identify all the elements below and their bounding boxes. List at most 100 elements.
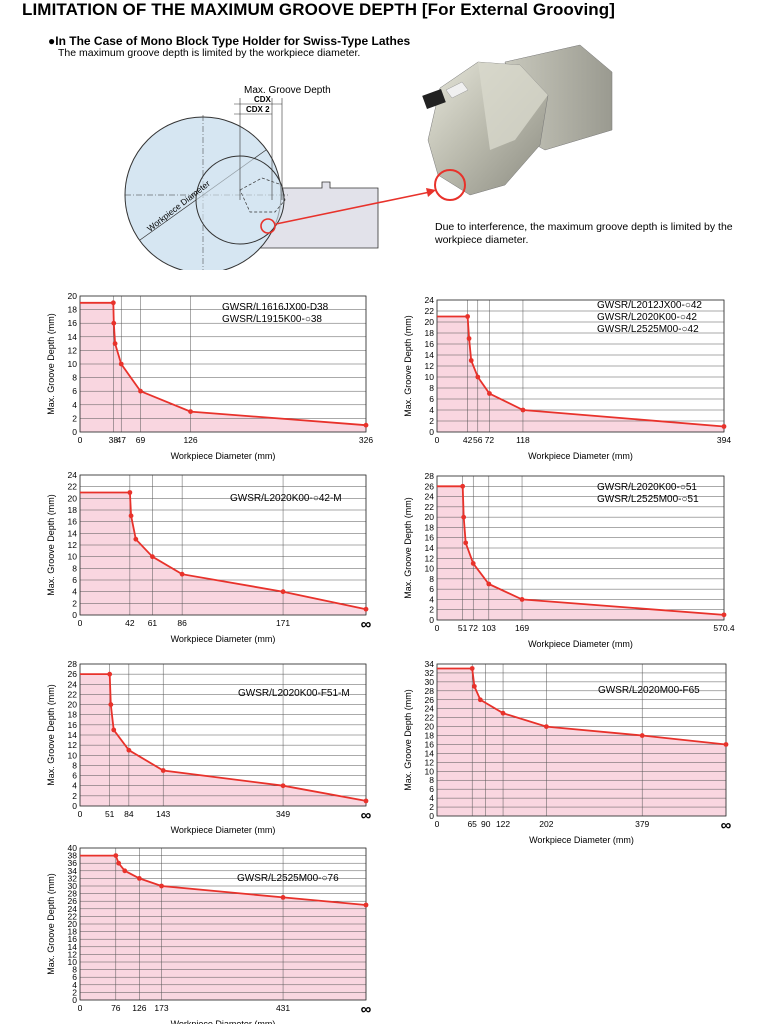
x-tick-label: 72 [485, 435, 495, 445]
data-point [118, 361, 124, 367]
data-point [465, 314, 470, 319]
x-tick-label: 202 [539, 819, 553, 829]
data-point [188, 409, 193, 414]
y-tick-label: 2 [72, 987, 77, 997]
y-tick-label: 34 [68, 866, 78, 876]
data-point [108, 702, 114, 707]
data-point [111, 727, 117, 733]
y-tick-label: 6 [429, 784, 434, 794]
y-tick-label: 22 [425, 502, 435, 512]
y-tick-label: 20 [68, 919, 78, 929]
y-tick-label: 6 [72, 575, 77, 585]
x-tick-label: 0 [78, 618, 83, 628]
legend-entry: GWSR/L2020M00-F65 [598, 685, 700, 696]
y-tick-label: 32 [425, 668, 435, 678]
y-tick-label: 8 [72, 373, 77, 383]
y-tick-label: 8 [72, 965, 77, 975]
x-axis-label: Workpiece Diameter (mm) [171, 451, 276, 461]
y-tick-label: 16 [68, 934, 78, 944]
data-point [463, 540, 469, 546]
y-tick-label: 16 [425, 739, 435, 749]
area-fill [437, 316, 724, 432]
y-tick-label: 14 [68, 528, 78, 538]
y-tick-label: 6 [72, 386, 77, 396]
y-tick-label: 20 [425, 722, 435, 732]
callout-arrow [275, 191, 431, 225]
plot-frame [79, 295, 367, 433]
y-tick-label: 26 [68, 896, 78, 906]
y-tick-label: 0 [72, 995, 77, 1005]
data-point [127, 490, 133, 495]
y-tick-label: 10 [425, 564, 435, 574]
x-axis-label: Workpiece Diameter (mm) [528, 451, 633, 461]
y-tick-label: 10 [68, 957, 78, 967]
x-axis-label: Workpiece Diameter (mm) [529, 835, 634, 845]
legend-entry: GWSR/L2020K00-F51-M [238, 688, 350, 699]
data-point [500, 710, 506, 716]
series-line [80, 301, 367, 427]
y-tick-label: 28 [68, 659, 78, 669]
x-axis-label: Workpiece Diameter (mm) [528, 639, 633, 649]
x-tick-label: 0 [435, 623, 440, 633]
data-point [519, 597, 525, 602]
y-tick-label: 18 [68, 710, 78, 720]
y-tick-label: 8 [72, 760, 77, 770]
y-tick-label: 18 [425, 328, 435, 338]
y-axis-label: Max. Groove Depth (mm) [46, 873, 56, 975]
x-tick-label: 431 [276, 1003, 290, 1013]
data-point [113, 853, 119, 858]
y-tick-label: 26 [425, 695, 435, 705]
y-tick-label: 12 [425, 553, 435, 563]
y-tick-label: 24 [425, 704, 435, 714]
data-point [723, 742, 729, 747]
y-axis-label: Max. Groove Depth (mm) [46, 684, 56, 786]
data-point [470, 561, 476, 566]
y-tick-label: 24 [68, 470, 78, 480]
data-point [280, 783, 286, 789]
y-tick-label: 0 [72, 610, 77, 620]
y-tick-label: 2 [429, 802, 434, 812]
x-tick-label: 122 [496, 819, 510, 829]
x-tick-label: 570.4 [713, 623, 735, 633]
y-tick-label: 8 [72, 563, 77, 573]
cdx2-label: CDX 2 [246, 105, 270, 114]
y-tick-label: 24 [68, 904, 78, 914]
data-point [520, 407, 526, 413]
plot-frame [436, 663, 727, 817]
x-tick-label: 0 [435, 435, 440, 445]
y-tick-label: 36 [68, 858, 78, 868]
y-tick-label: 22 [425, 713, 435, 723]
y-axis-label: Max. Groove Depth (mm) [403, 315, 413, 417]
y-tick-label: 16 [68, 318, 78, 328]
y-tick-label: 22 [68, 482, 78, 492]
data-point [721, 612, 727, 618]
area-fill [80, 492, 366, 615]
x-tick-label: 379 [635, 819, 649, 829]
data-point [475, 374, 481, 380]
x-tick-label: 326 [359, 435, 373, 445]
x-tick-label: 69 [136, 435, 146, 445]
x-tick-label: 38 [109, 435, 119, 445]
plot-frame [79, 847, 367, 1001]
data-point [471, 683, 477, 689]
interference-caption: Due to interference, the maximum groove … [435, 221, 733, 246]
area-fill [80, 855, 366, 1000]
x-tick-label: 171 [276, 618, 290, 628]
y-tick-label: 4 [429, 405, 434, 415]
x-tick-label: ∞ [361, 1001, 372, 1018]
y-axis-label: Max. Groove Depth (mm) [46, 494, 56, 596]
x-tick-label: 173 [154, 1003, 168, 1013]
data-point [363, 798, 369, 804]
y-tick-label: 0 [429, 427, 434, 437]
y-tick-label: 16 [425, 339, 435, 349]
data-point [639, 733, 645, 738]
max-groove-label: Max. Groove Depth [244, 85, 331, 96]
legend-entry: GWSR/L2525M00-○76 [237, 873, 339, 884]
y-tick-label: 14 [425, 748, 435, 758]
data-point [466, 336, 472, 341]
area-fill [437, 486, 724, 620]
x-tick-label: 61 [148, 618, 158, 628]
series-line [437, 315, 725, 428]
y-tick-label: 20 [425, 317, 435, 327]
data-point [363, 422, 369, 428]
